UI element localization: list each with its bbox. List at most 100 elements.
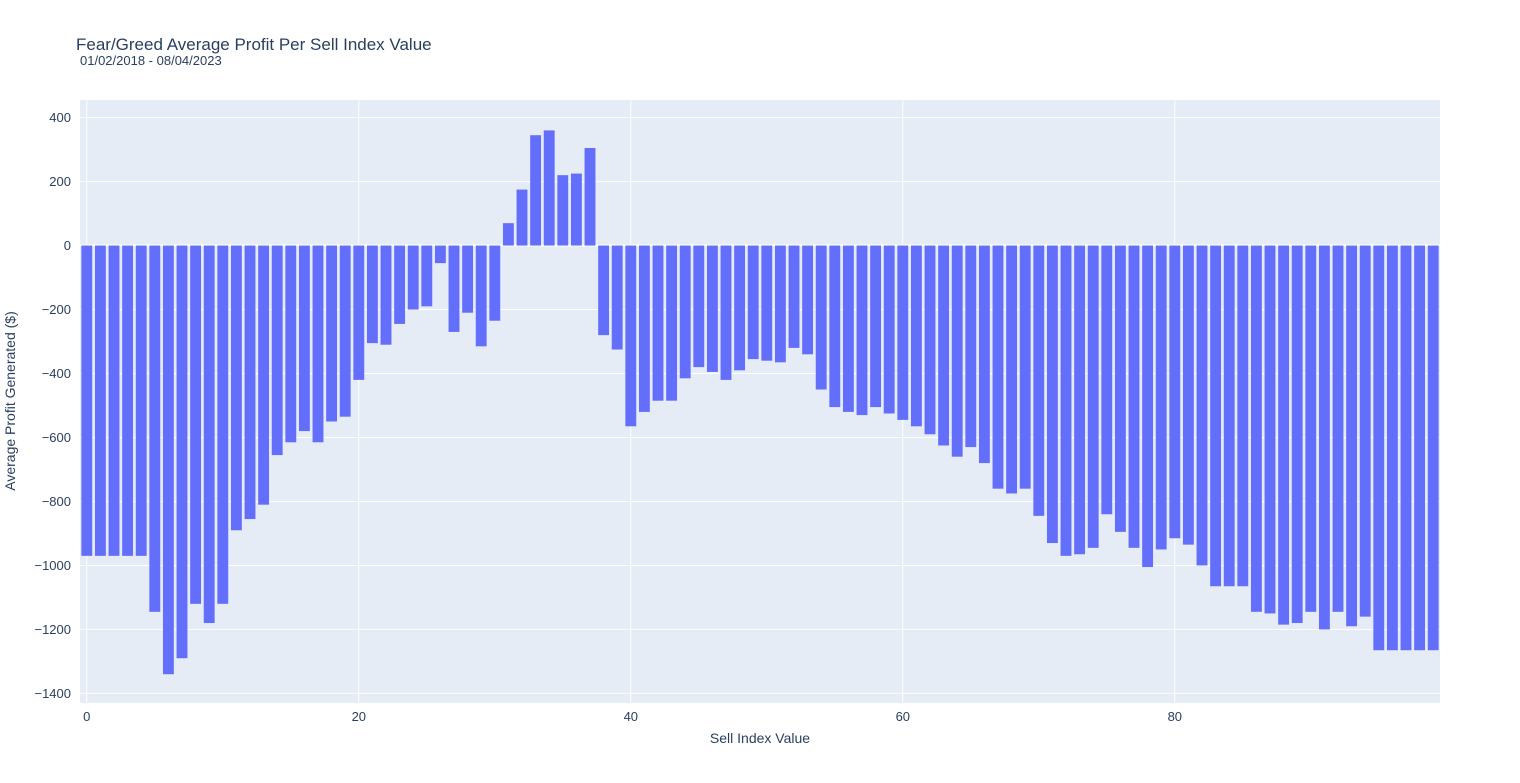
bar [339, 245, 351, 417]
bar [149, 245, 161, 612]
y-axis-ticks: 400 200 0 −200 −400 −600 −800 −1000 −1200 −1400 [34, 110, 71, 701]
bar [693, 245, 705, 368]
bar [856, 245, 868, 416]
bar [135, 245, 147, 556]
bar [407, 245, 419, 310]
bar [747, 245, 759, 360]
bar [584, 147, 596, 246]
y-tick-label: −200 [42, 302, 71, 317]
bar [298, 245, 310, 432]
bar [1318, 245, 1330, 630]
bar [244, 245, 256, 520]
bar [910, 245, 922, 427]
bar [462, 245, 474, 313]
bar [638, 245, 650, 412]
bar [434, 245, 446, 264]
bar [122, 245, 134, 556]
bar [1114, 245, 1126, 532]
bar [1074, 245, 1086, 555]
bar [366, 245, 378, 344]
x-tick-label: 80 [1168, 709, 1182, 724]
y-tick-label: −1000 [34, 558, 71, 573]
bar [1346, 245, 1358, 627]
bar [625, 245, 637, 427]
y-tick-label: 0 [64, 238, 71, 253]
bar [706, 245, 718, 372]
y-tick-label: 200 [49, 174, 71, 189]
bar [421, 245, 433, 307]
y-tick-label: −1200 [34, 622, 71, 637]
x-tick-label: 40 [624, 709, 638, 724]
x-tick-label: 20 [352, 709, 366, 724]
bar [475, 245, 487, 347]
bar [1128, 245, 1140, 548]
bar [666, 245, 678, 401]
bar [1305, 245, 1317, 612]
x-axis-title: Sell Index Value [710, 730, 810, 746]
bar [788, 245, 800, 348]
bar [516, 189, 528, 246]
bar [938, 245, 950, 446]
chart-title: Fear/Greed Average Profit Per Sell Index… [76, 35, 432, 54]
bar [1278, 245, 1290, 625]
bar [883, 245, 895, 414]
bar [1033, 245, 1045, 516]
bar [570, 173, 582, 246]
x-tick-label: 60 [896, 709, 910, 724]
bar [94, 245, 106, 556]
bar [1155, 245, 1167, 550]
bar [162, 245, 174, 675]
bar [1019, 245, 1031, 489]
bar [652, 245, 664, 401]
bar [326, 245, 338, 422]
bar [190, 245, 202, 604]
bar [543, 130, 555, 246]
bar [217, 245, 229, 604]
bar [1373, 245, 1385, 651]
bar [992, 245, 1004, 489]
bar [176, 245, 188, 659]
bar [1264, 245, 1276, 614]
y-tick-label: −600 [42, 430, 71, 445]
bar [258, 245, 270, 505]
bar [1414, 245, 1426, 651]
bar [502, 223, 514, 246]
x-tick-label: 0 [83, 709, 90, 724]
bar [829, 245, 841, 408]
bar [1332, 245, 1344, 612]
bar [1223, 245, 1235, 587]
y-tick-label: −400 [42, 366, 71, 381]
bar [1427, 245, 1439, 651]
y-axis-title: Average Profit Generated ($) [2, 311, 18, 491]
bar [230, 245, 242, 531]
bar [312, 245, 324, 443]
bar [598, 245, 610, 336]
bar [1196, 245, 1208, 566]
bar [1087, 245, 1099, 548]
bar [1237, 245, 1249, 587]
bar [842, 245, 854, 412]
bar [1101, 245, 1113, 515]
bar [353, 245, 365, 380]
bar [203, 245, 215, 624]
bar [761, 245, 773, 361]
bar [679, 245, 691, 379]
bar [1386, 245, 1398, 651]
bar [1400, 245, 1412, 651]
bar [924, 245, 936, 435]
bar [1291, 245, 1303, 624]
y-tick-label: −1400 [34, 686, 71, 701]
bar [380, 245, 392, 345]
bar [530, 135, 542, 246]
bar [734, 245, 746, 371]
bar [108, 245, 120, 556]
bar [81, 245, 93, 556]
bars [81, 130, 1439, 675]
y-tick-label: −800 [42, 494, 71, 509]
chart-subtitle: 01/02/2018 - 08/04/2023 [80, 53, 222, 68]
bar [1142, 245, 1154, 568]
bar [1060, 245, 1072, 556]
bar [271, 245, 283, 456]
bar [1182, 245, 1194, 545]
